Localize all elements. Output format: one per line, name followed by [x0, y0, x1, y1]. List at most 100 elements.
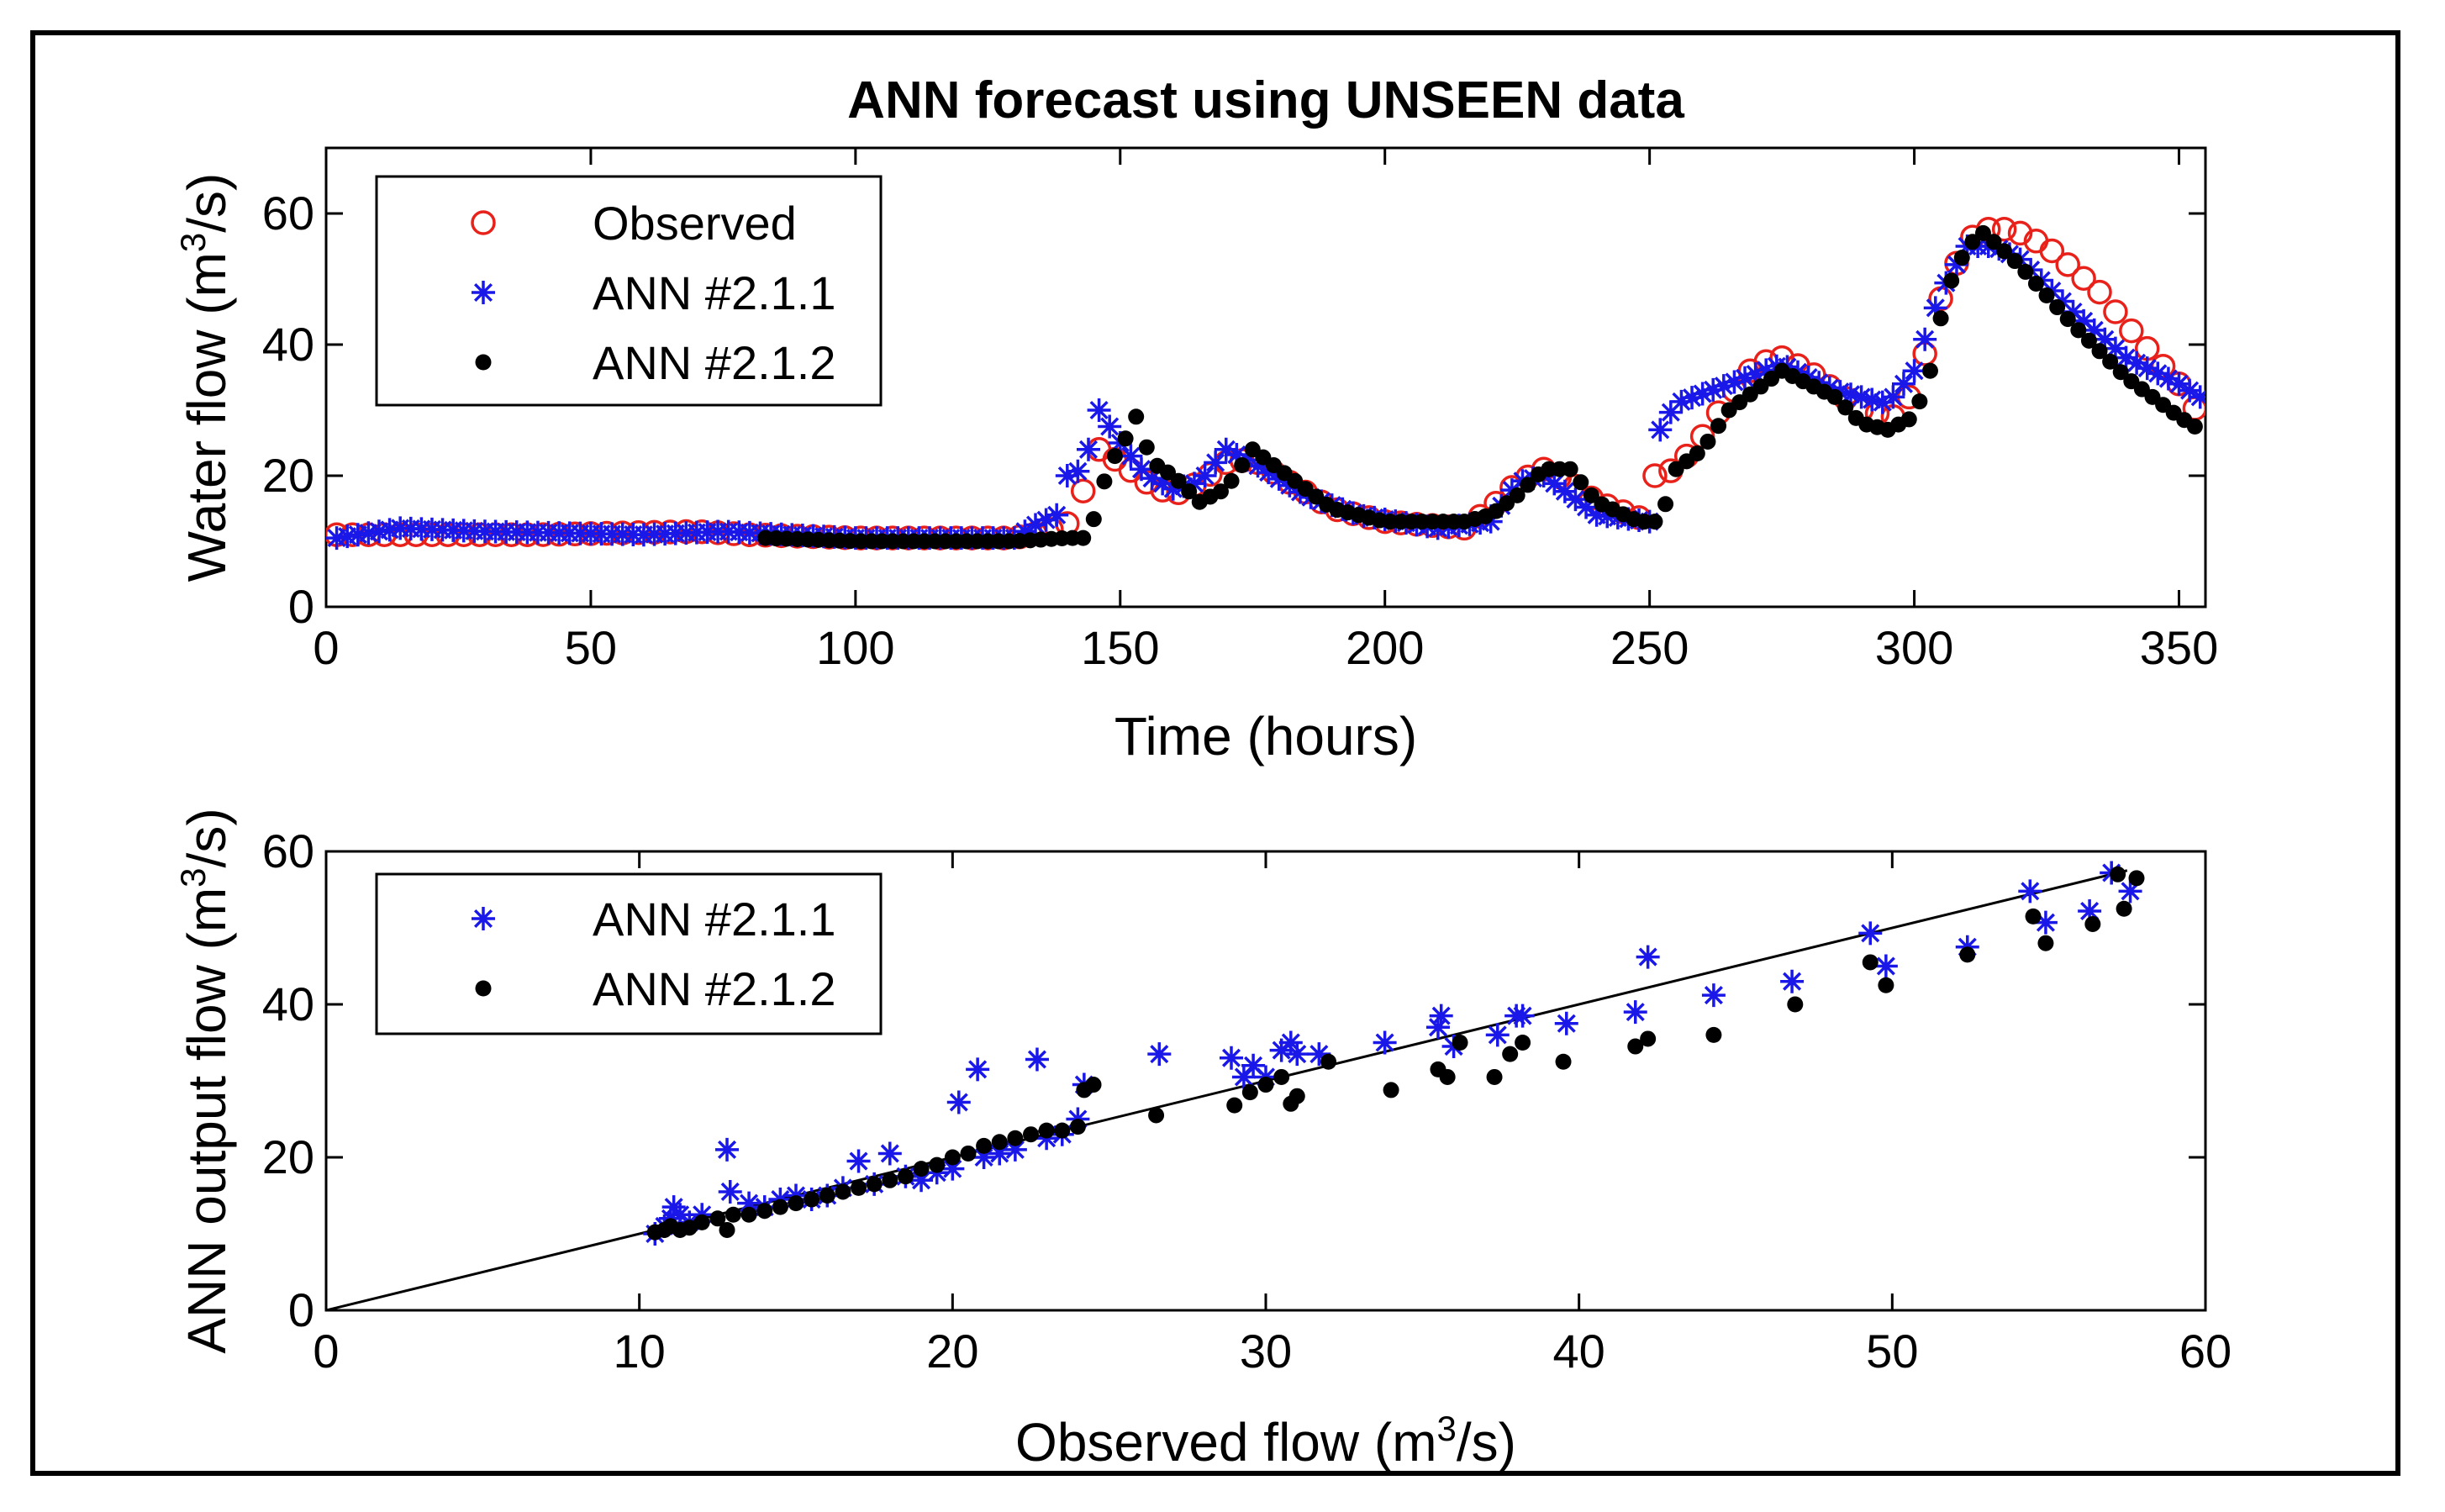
bottom-point-ann-2-1-2	[719, 1221, 735, 1238]
bottom-x-tick-label: 60	[2179, 1325, 2232, 1378]
top-point-ann-2-1-1	[2072, 308, 2096, 333]
bottom-legend: ANN #2.1.1 ANN #2.1.2	[375, 872, 883, 1035]
top-point-ann-2-1-2	[1985, 234, 2002, 250]
top-point-ann-2-1-1	[1574, 495, 1599, 519]
bottom-point-ann-2-1-1	[1554, 1011, 1578, 1035]
bottom-marks	[326, 861, 2145, 1310]
top-point-ann-2-1-2	[2049, 299, 2066, 316]
bottom-point-ann-2-1-2	[1320, 1053, 1337, 1070]
top-point-ann-2-1-1	[366, 519, 391, 544]
top-point-observed	[2007, 220, 2033, 246]
top-point-ann-2-1-2	[1964, 234, 1981, 250]
bottom-point-ann-2-1-1	[1485, 1023, 1510, 1047]
top-y-tick-label: 60	[262, 187, 314, 240]
top-point-ann-2-1-2	[1170, 472, 1187, 489]
top-legend-item-observed: Observed	[471, 197, 797, 250]
top-point-ann-2-1-2	[2080, 332, 2097, 349]
bottom-point-ann-2-1-1	[2018, 879, 2042, 904]
top-point-ann-2-1-1	[2178, 378, 2202, 403]
bottom-point-ann-2-1-2	[1439, 1068, 1456, 1085]
top-legend-label-observed: Observed	[593, 197, 797, 250]
top-point-ann-2-1-2	[1911, 393, 1928, 410]
top-point-ann-2-1-1	[377, 518, 402, 542]
bottom-point-ann-2-1-2	[772, 1199, 788, 1215]
bottom-point-ann-2-1-2	[1502, 1046, 1519, 1062]
bottom-point-ann-2-1-2	[2128, 870, 2145, 887]
bottom-point-ann-2-1-1	[988, 1141, 1012, 1166]
bottom-y-tick-label: 0	[288, 1283, 314, 1336]
bottom-point-ann-2-1-2	[897, 1168, 914, 1185]
top-point-ann-2-1-2	[1234, 457, 1251, 474]
top-point-ann-2-1-2	[1699, 433, 1716, 450]
top-point-observed	[1642, 463, 1668, 488]
bottom-point-ann-2-1-2	[1288, 1088, 1305, 1104]
bottom-point-ann-2-1-2	[693, 1214, 710, 1230]
bottom-point-ann-2-1-2	[1959, 946, 1976, 963]
bottom-point-ann-2-1-2	[819, 1188, 835, 1204]
top-point-ann-2-1-1	[1140, 466, 1164, 491]
bottom-point-ann-2-1-2	[1787, 996, 1804, 1013]
bottom-reference-line	[326, 869, 2128, 1310]
top-point-ann-2-1-1	[2093, 327, 2117, 351]
bottom-point-ann-2-1-1	[1873, 954, 1898, 978]
bottom-point-ann-2-1-2	[1054, 1122, 1071, 1139]
top-point-ann-2-1-2	[2091, 343, 2108, 360]
bottom-point-ann-2-1-2	[1226, 1097, 1243, 1114]
bottom-legend-item-ann-2-1-1: ANN #2.1.1	[472, 893, 836, 946]
top-x-tick-label: 350	[2140, 621, 2218, 674]
top-point-ann-2-1-1	[1891, 371, 1915, 396]
bottom-point-ann-2-1-2	[1705, 1026, 1722, 1043]
bottom-y-axis-label-sup: 3	[173, 867, 213, 887]
bottom-point-ann-2-1-1	[1220, 1046, 1244, 1070]
top-point-ann-2-1-1	[1711, 374, 1736, 398]
top-point-ann-2-1-2	[1932, 310, 1949, 327]
top-point-ann-2-1-1	[1034, 508, 1058, 532]
bottom-legend-marker-ann-2-1-2	[475, 980, 492, 997]
top-point-ann-2-1-1	[1743, 362, 1768, 387]
bottom-point-ann-2-1-2	[882, 1172, 898, 1188]
bottom-point-ann-2-1-1	[668, 1203, 693, 1227]
top-point-ann-2-1-2	[1096, 473, 1113, 490]
bottom-point-ann-2-1-1	[737, 1191, 761, 1215]
bottom-point-ann-2-1-2	[1241, 1084, 1258, 1101]
bottom-point-ann-2-1-1	[1269, 1038, 1294, 1062]
top-x-tick-label: 150	[1081, 621, 1159, 674]
bottom-point-ann-2-1-2	[866, 1176, 883, 1193]
bottom-x-tick-label: 20	[926, 1325, 978, 1378]
top-point-observed	[1070, 478, 1096, 503]
bottom-point-ann-2-1-1	[1636, 945, 1660, 969]
bottom-point-ann-2-1-2	[1257, 1077, 1274, 1093]
top-y-tick-label: 0	[288, 580, 314, 633]
top-x-tick-label: 50	[565, 621, 617, 674]
top-point-ann-2-1-1	[1214, 437, 1238, 461]
top-point-ann-2-1-1	[326, 526, 349, 551]
bottom-y-tick-label: 40	[262, 977, 314, 1030]
bottom-series-ann-2-1-2	[646, 866, 2145, 1241]
bottom-point-ann-2-1-2	[804, 1191, 820, 1208]
top-point-ann-2-1-1	[1563, 487, 1588, 512]
bottom-point-ann-2-1-2	[1627, 1038, 1644, 1055]
bottom-point-ann-2-1-1	[2118, 879, 2142, 904]
top-point-ann-2-1-2	[1181, 483, 1198, 500]
top-y-axis-label: Water flow (m3/s)	[173, 173, 237, 582]
top-point-ann-2-1-1	[1087, 398, 1111, 422]
bottom-x-tick-label: 30	[1240, 1325, 1292, 1378]
top-point-ann-2-1-1	[1669, 389, 1694, 414]
top-point-observed	[2039, 238, 2065, 264]
bottom-point-ann-2-1-2	[2116, 900, 2132, 917]
top-x-tick-label: 100	[816, 621, 894, 674]
top-point-ann-2-1-1	[1944, 252, 1968, 277]
bottom-point-ann-2-1-2	[991, 1134, 1008, 1151]
top-point-observed	[530, 522, 556, 547]
bottom-point-ann-2-1-1	[1025, 1047, 1049, 1072]
top-point-ann-2-1-1	[1690, 382, 1715, 406]
top-point-ann-2-1-2	[1075, 529, 1092, 546]
bottom-point-ann-2-1-2	[2037, 935, 2054, 951]
bottom-point-ann-2-1-1	[1285, 1042, 1309, 1067]
top-point-ann-2-1-2	[1996, 243, 2013, 260]
bottom-x-tick-label: 10	[614, 1325, 666, 1378]
top-point-ann-2-1-1	[1182, 472, 1206, 496]
bottom-point-ann-2-1-2	[1640, 1030, 1657, 1047]
top-point-ann-2-1-1	[1119, 444, 1143, 468]
